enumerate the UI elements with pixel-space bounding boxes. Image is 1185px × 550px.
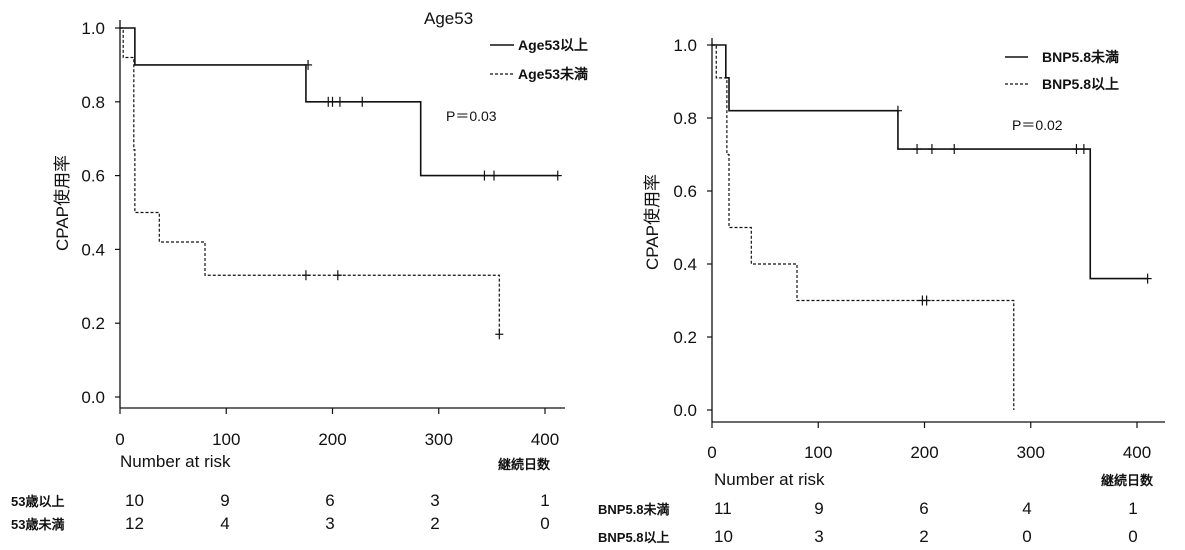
right-y-tick-label: 0.2 <box>673 328 697 347</box>
right-x-tick-label: 400 <box>1123 443 1151 462</box>
right-risk-values: 11 9 6 4 1 10 3 2 0 0 <box>714 499 1138 546</box>
right-p-value: P＝0.02 <box>1012 117 1063 133</box>
right-legend: BNP5.8未満 BNP5.8以上 <box>1005 49 1119 92</box>
right-risk-title: Number at risk <box>714 470 825 489</box>
right-censor-mark <box>1143 273 1152 284</box>
left-legend: Age53以上 Age53未満 <box>490 37 588 82</box>
left-censor-mark <box>335 96 344 107</box>
left-censor-mark <box>480 170 489 181</box>
left-censor-mark <box>301 270 310 281</box>
right-censor-mark <box>913 144 922 155</box>
right-km-curve-1 <box>712 44 1148 280</box>
left-risk-table: 53歳以上 53歳未満 10 9 6 3 1 12 4 3 2 0 <box>11 491 550 533</box>
left-legend-label-1: Age53以上 <box>518 37 588 53</box>
left-x-tick-label: 300 <box>425 430 453 449</box>
right-x-ticks: 0 100 200 300 400 <box>707 422 1151 462</box>
right-y-tick-label: 0.8 <box>673 109 697 128</box>
right-risk-value: 10 <box>714 527 733 546</box>
left-x-tick-label: 400 <box>531 430 559 449</box>
right-km-curve-2 <box>712 44 1015 410</box>
left-panel: Age53 0.00.20.40.60.81.0 0 100 200 300 400 C… <box>11 9 588 533</box>
left-risk-value: 1 <box>540 491 549 510</box>
right-censor-mark <box>1072 144 1081 155</box>
left-y-tick-label: 0.0 <box>81 388 105 407</box>
right-censor-mark <box>927 144 936 155</box>
left-p-value: P＝0.03 <box>446 108 497 124</box>
right-risk-value: 2 <box>919 527 928 546</box>
left-risk-value: 0 <box>540 514 549 533</box>
right-risk-value: 11 <box>714 499 732 518</box>
left-y-tick-label: 0.2 <box>81 314 105 333</box>
right-risk-label-1: BNP5.8未満 <box>598 502 670 517</box>
left-risk-value: 6 <box>325 491 334 510</box>
left-censor-mark <box>553 170 562 181</box>
right-panel: 0.00.20.40.60.81.0 0 100 200 300 400 CPAP使用率… <box>598 36 1165 546</box>
left-censor-mark <box>490 170 498 181</box>
left-censor-mark <box>328 96 337 107</box>
right-censor-mark <box>922 295 931 306</box>
right-censor-mark <box>1079 144 1088 155</box>
left-series <box>120 27 562 340</box>
left-censor-mark <box>304 59 313 70</box>
left-x-ticks: 0 100 200 300 400 <box>115 408 559 449</box>
right-risk-value: 4 <box>1022 499 1031 518</box>
right-risk-value: 3 <box>814 527 823 546</box>
right-y-tick-label: 0.4 <box>673 255 697 274</box>
left-y-tick-label: 1.0 <box>81 19 105 38</box>
left-risk-value: 12 <box>125 514 144 533</box>
right-x-tick-label: 0 <box>707 443 716 462</box>
left-legend-label-2: Age53未満 <box>518 66 588 82</box>
right-x-tick-label: 200 <box>910 443 938 462</box>
right-y-tick-label: 1.0 <box>673 36 697 55</box>
right-risk-table: BNP5.8未満 BNP5.8以上 11 9 6 4 1 10 3 2 0 0 <box>598 499 1138 546</box>
left-risk-value: 4 <box>220 514 229 533</box>
left-risk-value: 10 <box>125 491 144 510</box>
right-x-tick-label: 300 <box>1017 443 1045 462</box>
right-risk-value: 0 <box>1022 527 1031 546</box>
right-censor-mark <box>893 105 902 116</box>
left-risk-value: 9 <box>220 491 229 510</box>
right-axes <box>711 38 1165 423</box>
left-risk-label-2: 53歳未満 <box>11 517 64 532</box>
right-risk-value: 0 <box>1128 527 1137 546</box>
right-y-tick-label: 0.6 <box>673 182 697 201</box>
left-risk-value: 2 <box>430 514 439 533</box>
right-risk-label-2: BNP5.8以上 <box>598 530 670 545</box>
left-risk-values: 10 9 6 3 1 12 4 3 2 0 <box>125 491 550 533</box>
right-censor-mark <box>950 144 959 155</box>
left-y-tick-label: 0.8 <box>81 93 105 112</box>
left-axes <box>119 20 565 409</box>
left-risk-label-1: 53歳以上 <box>11 494 64 509</box>
left-y-tick-label: 0.6 <box>81 167 105 186</box>
right-legend-label-2: BNP5.8以上 <box>1042 76 1119 92</box>
right-x-axis-label: 継続日数 <box>1101 473 1154 488</box>
right-y-ticks: 0.0 0.2 0.4 0.6 0.8 1.0 <box>673 36 712 420</box>
right-x-tick-label: 100 <box>804 443 832 462</box>
left-x-tick-label: 100 <box>212 430 240 449</box>
right-risk-value: 6 <box>919 499 928 518</box>
left-x-axis-label: 継続日数 <box>498 457 551 472</box>
left-x-tick-label: 200 <box>318 430 346 449</box>
right-risk-value: 1 <box>1128 499 1137 518</box>
left-chart-title: Age53 <box>424 9 473 28</box>
left-y-ticks: 0.0 0.2 0.4 0.6 0.8 1.0 <box>81 19 120 407</box>
left-km-curve-1 <box>120 27 558 177</box>
left-x-tick-label: 0 <box>115 430 124 449</box>
right-risk-value: 9 <box>814 499 823 518</box>
left-risk-title: Number at risk <box>120 452 231 471</box>
left-y-tick-label: 0.4 <box>81 240 105 259</box>
right-y-axis-label: CPAP使用率 <box>642 174 662 270</box>
left-y-axis-label: CPAP使用率 <box>52 155 72 251</box>
right-y-tick-label: 0.0 <box>673 401 697 420</box>
right-legend-label-1: BNP5.8未満 <box>1042 49 1119 65</box>
left-risk-value: 3 <box>325 514 334 533</box>
left-censor-mark <box>333 270 342 281</box>
right-series <box>712 44 1152 410</box>
left-censor-mark <box>495 329 504 340</box>
left-km-curve-2 <box>120 27 500 335</box>
left-risk-value: 3 <box>430 491 439 510</box>
left-censor-mark <box>358 96 367 107</box>
